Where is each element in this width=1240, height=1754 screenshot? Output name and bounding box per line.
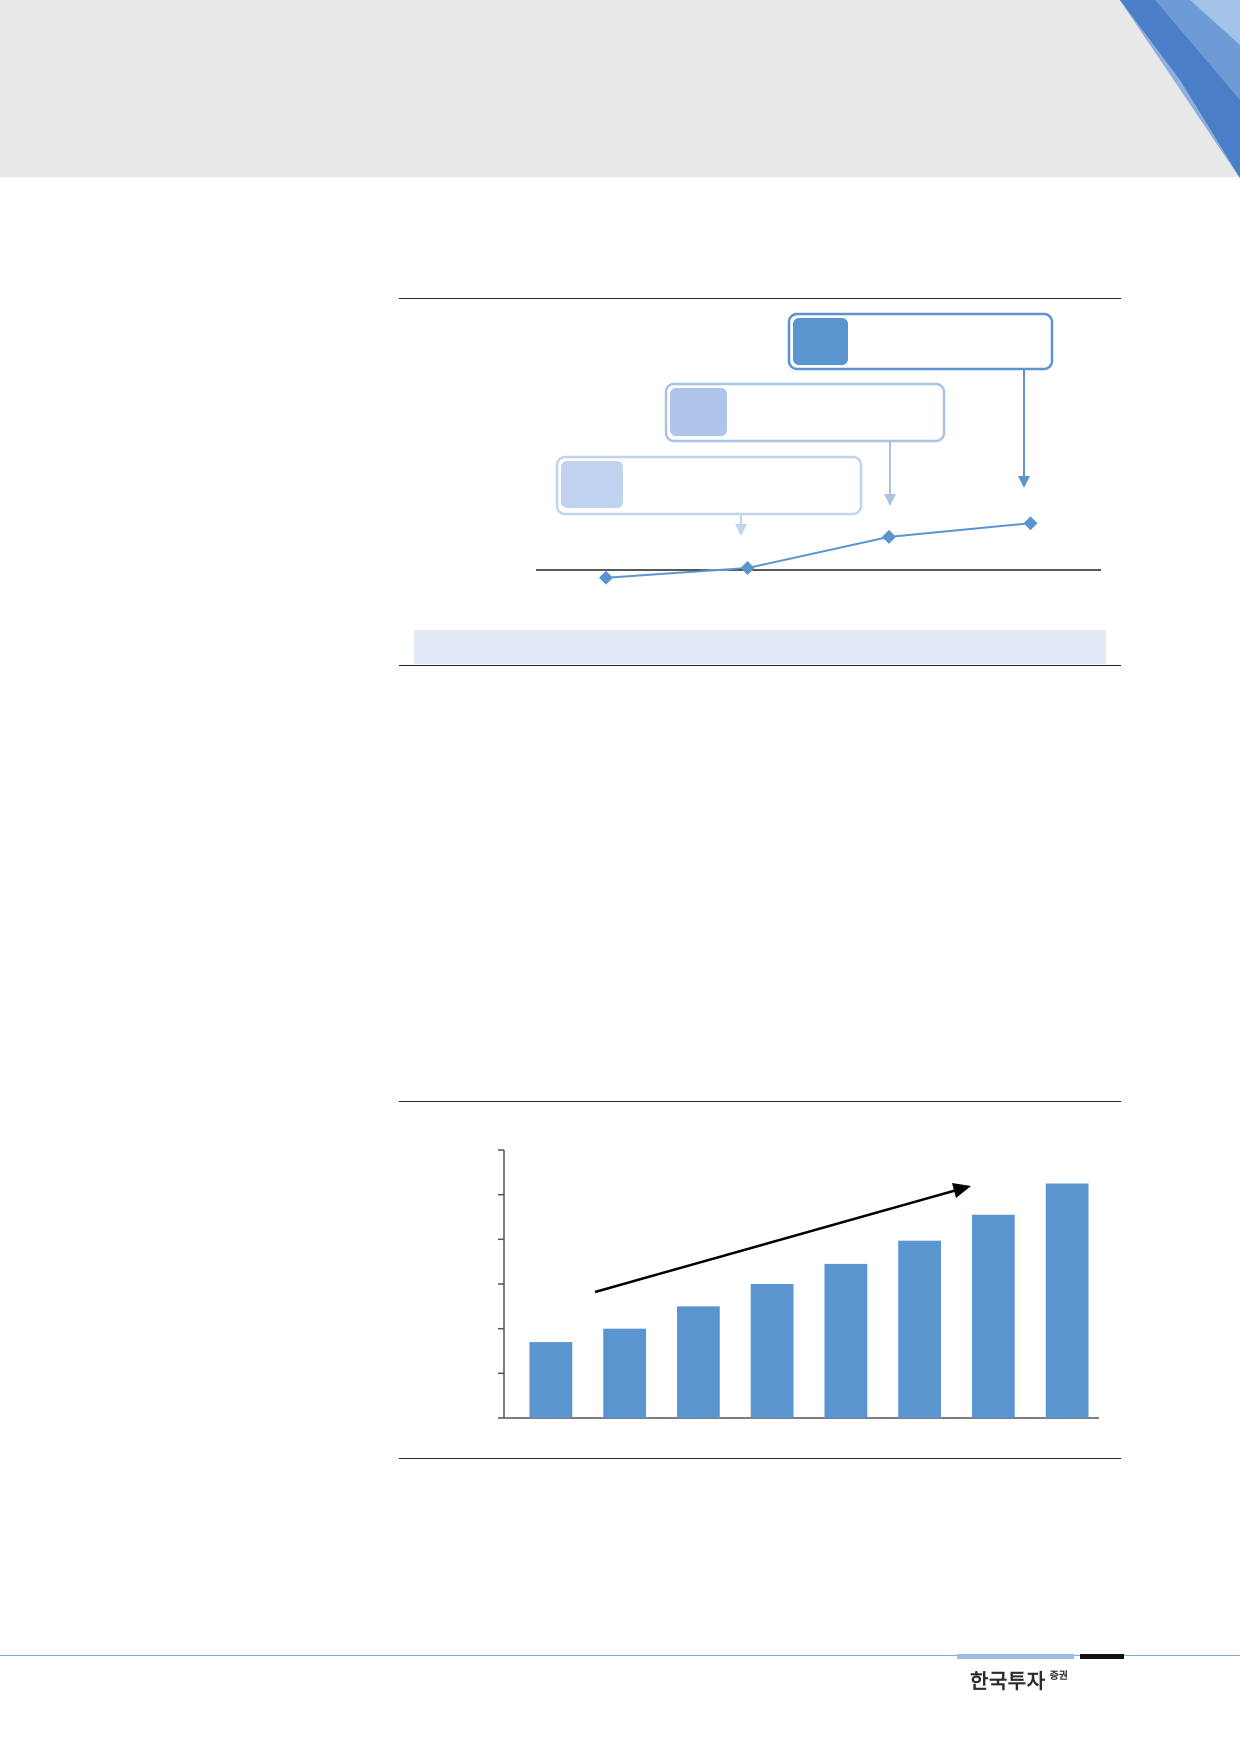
bar-6	[898, 1240, 942, 1418]
footer-page-tab	[1080, 1654, 1124, 1659]
trend-marker-2	[740, 561, 755, 576]
logo-main-text: 한국투자	[970, 1669, 1046, 1693]
header-band	[0, 0, 1240, 177]
level-3-box	[787, 312, 1054, 371]
bar-8	[1045, 1183, 1089, 1418]
level-1-arrow	[735, 515, 747, 536]
trend-line	[605, 522, 1031, 579]
figure-2-bottom-rule	[399, 1458, 1121, 1459]
bar-1	[529, 1342, 573, 1418]
logo-sub-text: 증권	[1049, 1671, 1069, 1682]
figure-2-top-rule	[399, 1101, 1121, 1102]
figure-1-bottom-rule	[399, 665, 1121, 666]
bar-7	[971, 1214, 1015, 1418]
trend-marker-1	[599, 570, 613, 585]
figure-1-top-rule	[399, 298, 1121, 299]
figure-1-diagram	[536, 312, 1101, 585]
bar-4	[750, 1284, 794, 1418]
bar-2	[603, 1328, 647, 1418]
bar-5	[824, 1263, 868, 1418]
trend-arrow	[594, 1183, 971, 1294]
level-2-arrow	[884, 441, 896, 506]
trend-marker-4	[1023, 516, 1038, 531]
company-logo: 한국투자 증권	[970, 1665, 1068, 1694]
corner-decoration	[1120, 0, 1240, 178]
footer-accent-tab	[957, 1654, 1074, 1659]
figure-1-source-band	[414, 630, 1106, 664]
level-2-box	[664, 382, 946, 443]
trend-marker-3	[882, 529, 896, 544]
level-3-arrow	[1018, 369, 1030, 488]
footer-line	[0, 1655, 1240, 1656]
figure-2-bar-chart	[498, 1149, 1099, 1419]
level-1-box	[555, 455, 863, 516]
bar-3	[676, 1306, 720, 1418]
